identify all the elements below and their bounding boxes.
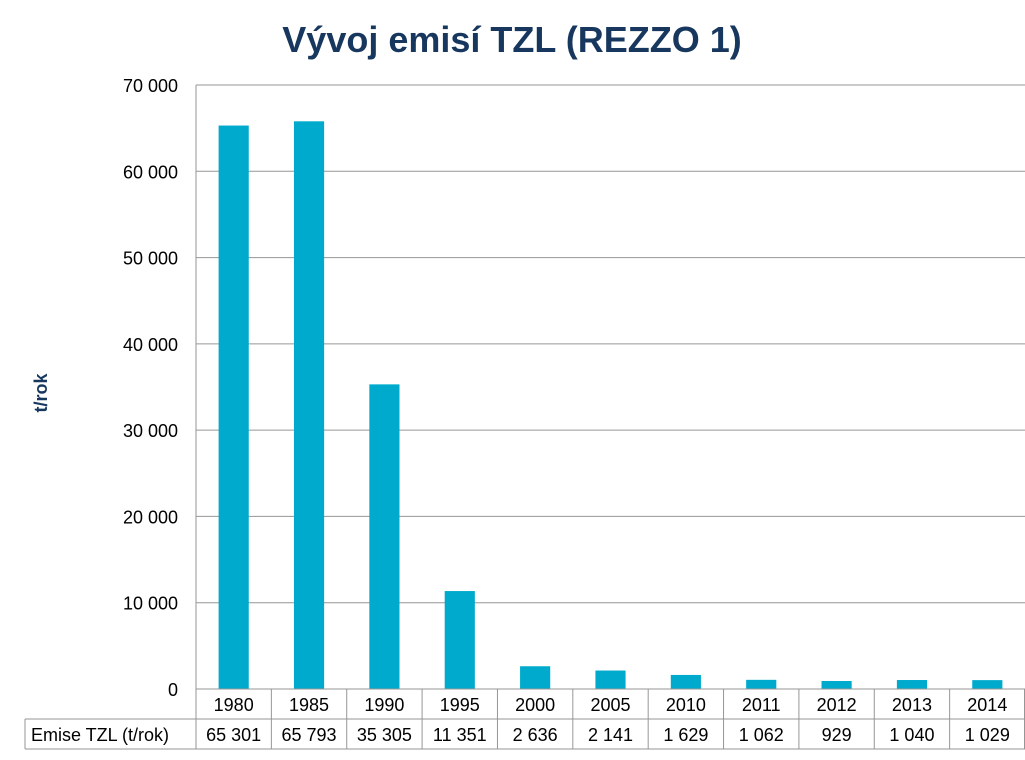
chart-title: Vývoj emisí TZL (REZZO 1) bbox=[282, 19, 741, 60]
bar-2013 bbox=[896, 680, 928, 689]
y-tick-label: 40 000 bbox=[123, 335, 178, 355]
y-axis-label: t/rok bbox=[31, 373, 51, 413]
table-value-2010: 1 629 bbox=[663, 725, 708, 745]
table-value-2011: 1 062 bbox=[739, 725, 784, 745]
x-tick-label: 2014 bbox=[967, 695, 1007, 715]
table-value-2014: 1 029 bbox=[965, 725, 1010, 745]
table-value-2013: 1 040 bbox=[889, 725, 934, 745]
bar-2014 bbox=[972, 680, 1003, 689]
y-tick-label: 0 bbox=[168, 680, 178, 700]
x-tick-label: 2011 bbox=[742, 695, 781, 715]
x-tick-label: 2010 bbox=[666, 695, 706, 715]
bar-1995 bbox=[444, 591, 475, 689]
y-tick-label: 70 000 bbox=[123, 76, 178, 96]
x-tick-label: 2013 bbox=[892, 695, 932, 715]
bar-2010 bbox=[670, 674, 701, 689]
bar-2000 bbox=[520, 666, 551, 689]
x-tick-label: 2005 bbox=[590, 695, 630, 715]
table-value-1985: 65 793 bbox=[282, 725, 337, 745]
y-tick-label: 30 000 bbox=[123, 421, 178, 441]
bars bbox=[218, 121, 1003, 689]
table-value-1980: 65 301 bbox=[206, 725, 261, 745]
y-tick-labels: 0 10 000 20 000 30 000 40 000 50 000 60 000 70 … bbox=[123, 76, 178, 700]
bar-1985 bbox=[293, 121, 325, 689]
bar-1990 bbox=[369, 384, 400, 689]
table-value-1990: 35 305 bbox=[357, 725, 412, 745]
x-tick-label: 1980 bbox=[214, 695, 254, 715]
y-tick-label: 20 000 bbox=[123, 507, 178, 527]
x-tick-label: 2000 bbox=[515, 695, 555, 715]
table-value-2005: 2 141 bbox=[588, 725, 633, 745]
bar-2005 bbox=[595, 670, 626, 689]
table-value-1995: 11 351 bbox=[433, 725, 487, 745]
y-tick-label: 50 000 bbox=[123, 249, 178, 269]
x-tick-label: 2012 bbox=[817, 695, 857, 715]
data-table: 1980 1985 1990 1995 2000 2005 2010 2011 2012 2013… bbox=[24, 688, 1025, 750]
x-tick-label: 1985 bbox=[289, 695, 329, 715]
y-tick-label: 60 000 bbox=[123, 162, 178, 182]
gridlines bbox=[196, 84, 1025, 604]
bar-2012 bbox=[821, 680, 852, 689]
table-series-name: Emise TZL (t/rok) bbox=[31, 725, 169, 745]
bar-1980 bbox=[218, 125, 249, 689]
bar-2011 bbox=[746, 679, 777, 689]
table-value-2012: 929 bbox=[822, 725, 852, 745]
x-tick-label: 1995 bbox=[440, 695, 480, 715]
x-tick-label: 1990 bbox=[364, 695, 404, 715]
table-value-2000: 2 636 bbox=[513, 725, 558, 745]
y-tick-label: 10 000 bbox=[123, 594, 178, 614]
